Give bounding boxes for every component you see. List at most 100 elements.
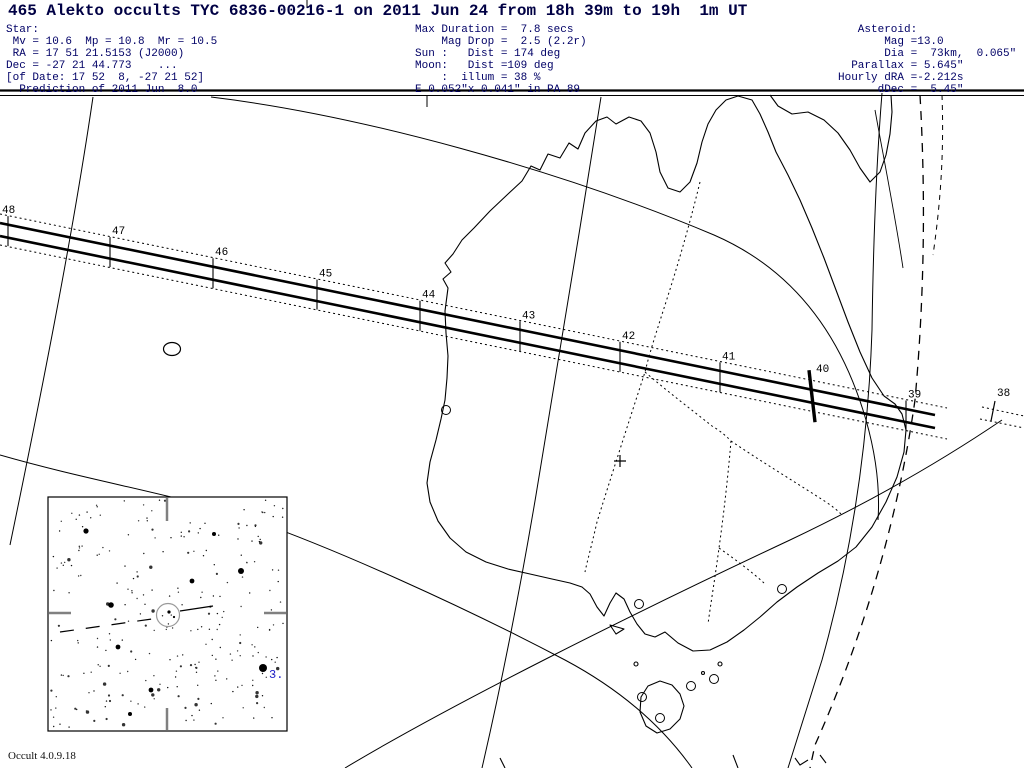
field-star: [169, 659, 171, 661]
kangaroo-island: [609, 624, 625, 635]
field-star: [59, 723, 61, 725]
city-circle: [441, 405, 451, 415]
field-star: [55, 707, 57, 709]
field-star: [249, 592, 251, 594]
field-star: [174, 676, 177, 678]
field-star: [240, 554, 242, 556]
field-star: [200, 596, 202, 599]
target-star-dot: [167, 610, 171, 614]
field-star: [201, 591, 203, 593]
field-star: [274, 661, 276, 663]
field-star: [237, 686, 239, 688]
field-star: [144, 603, 146, 605]
field-star: [153, 675, 155, 677]
field-star: [60, 562, 63, 564]
field-star: [241, 684, 243, 687]
field-star: [253, 561, 256, 563]
companion-dot: [172, 615, 176, 619]
field-star: [246, 562, 248, 564]
field-star: [63, 561, 66, 564]
field-star: [146, 520, 148, 522]
minute-tick-label: 47: [112, 226, 125, 238]
parallel-southeast: [344, 419, 1003, 768]
field-star: [208, 628, 211, 630]
field-star: [213, 564, 215, 566]
field-star: [197, 697, 200, 701]
field-star: [184, 706, 187, 710]
field-star: [74, 707, 77, 710]
minute-tick-label: 44: [422, 290, 436, 302]
field-star: [121, 639, 124, 641]
field-star: [218, 623, 221, 626]
field-star: [251, 540, 253, 542]
border-141e: [707, 440, 732, 625]
field-star: [85, 710, 90, 714]
field-star: [136, 575, 139, 578]
path-minute-ticks: 48 47 46 45 44 43 42 41 40 39 38: [2, 205, 1010, 431]
field-star: [167, 623, 170, 625]
field-star: [145, 679, 147, 682]
field-star: [137, 703, 139, 705]
field-star: [78, 547, 81, 549]
minute-tick-label: 45: [319, 269, 332, 281]
field-star: [158, 499, 161, 501]
parallel-bottom-left: [0, 454, 693, 768]
field-star: [108, 699, 112, 703]
field-star: [108, 633, 111, 635]
field-star: [107, 664, 110, 668]
parallel-top: [210, 96, 879, 521]
field-star: [96, 554, 98, 556]
field-star: [218, 534, 220, 536]
field-star: [127, 670, 129, 673]
path-limit-south: [0, 244, 948, 440]
field-star: [52, 716, 55, 718]
field-star: [99, 665, 101, 667]
field-star: [105, 649, 107, 652]
field-star: [67, 675, 70, 678]
field-star: [216, 628, 218, 631]
border-26s: [644, 371, 732, 442]
minute-tick-label: 48: [2, 205, 15, 217]
field-star: [268, 629, 271, 631]
asteroid-track-solid: [179, 605, 214, 612]
field-star: [195, 671, 198, 673]
field-star: [190, 630, 192, 632]
field-star: [197, 532, 199, 534]
field-star: [53, 725, 55, 728]
field-star: [276, 656, 278, 659]
field-star: [211, 654, 213, 657]
field-star: [261, 695, 264, 697]
field-star: [226, 678, 228, 680]
field-star: [226, 581, 229, 584]
field-star: [238, 527, 240, 529]
field-star: [151, 693, 155, 697]
field-star: [202, 555, 205, 557]
border-qld-nsw: [730, 440, 842, 515]
field-star: [52, 555, 55, 558]
field-star: [130, 650, 133, 653]
terminator-curves: [809, 94, 944, 768]
field-star: [185, 719, 187, 722]
field-star: [136, 597, 138, 600]
field-star: [139, 613, 142, 615]
field-star: [257, 651, 259, 654]
field-star: [77, 575, 80, 577]
field-star: [50, 709, 52, 711]
field-star: [257, 626, 259, 629]
minute-tick-label: 46: [215, 247, 228, 259]
field-star: [243, 509, 245, 511]
field-star: [60, 520, 62, 522]
field-star: [216, 612, 219, 615]
field-star: [182, 654, 184, 656]
field-star: [127, 534, 130, 536]
field-star: [68, 726, 70, 728]
field-star: [229, 653, 232, 655]
field-star: [130, 700, 132, 702]
field-star: [99, 514, 102, 516]
field-star: [53, 589, 55, 592]
header-separator: [0, 89, 1024, 96]
field-star: [277, 569, 280, 571]
field-star: [261, 511, 263, 513]
field-star: [282, 507, 284, 510]
